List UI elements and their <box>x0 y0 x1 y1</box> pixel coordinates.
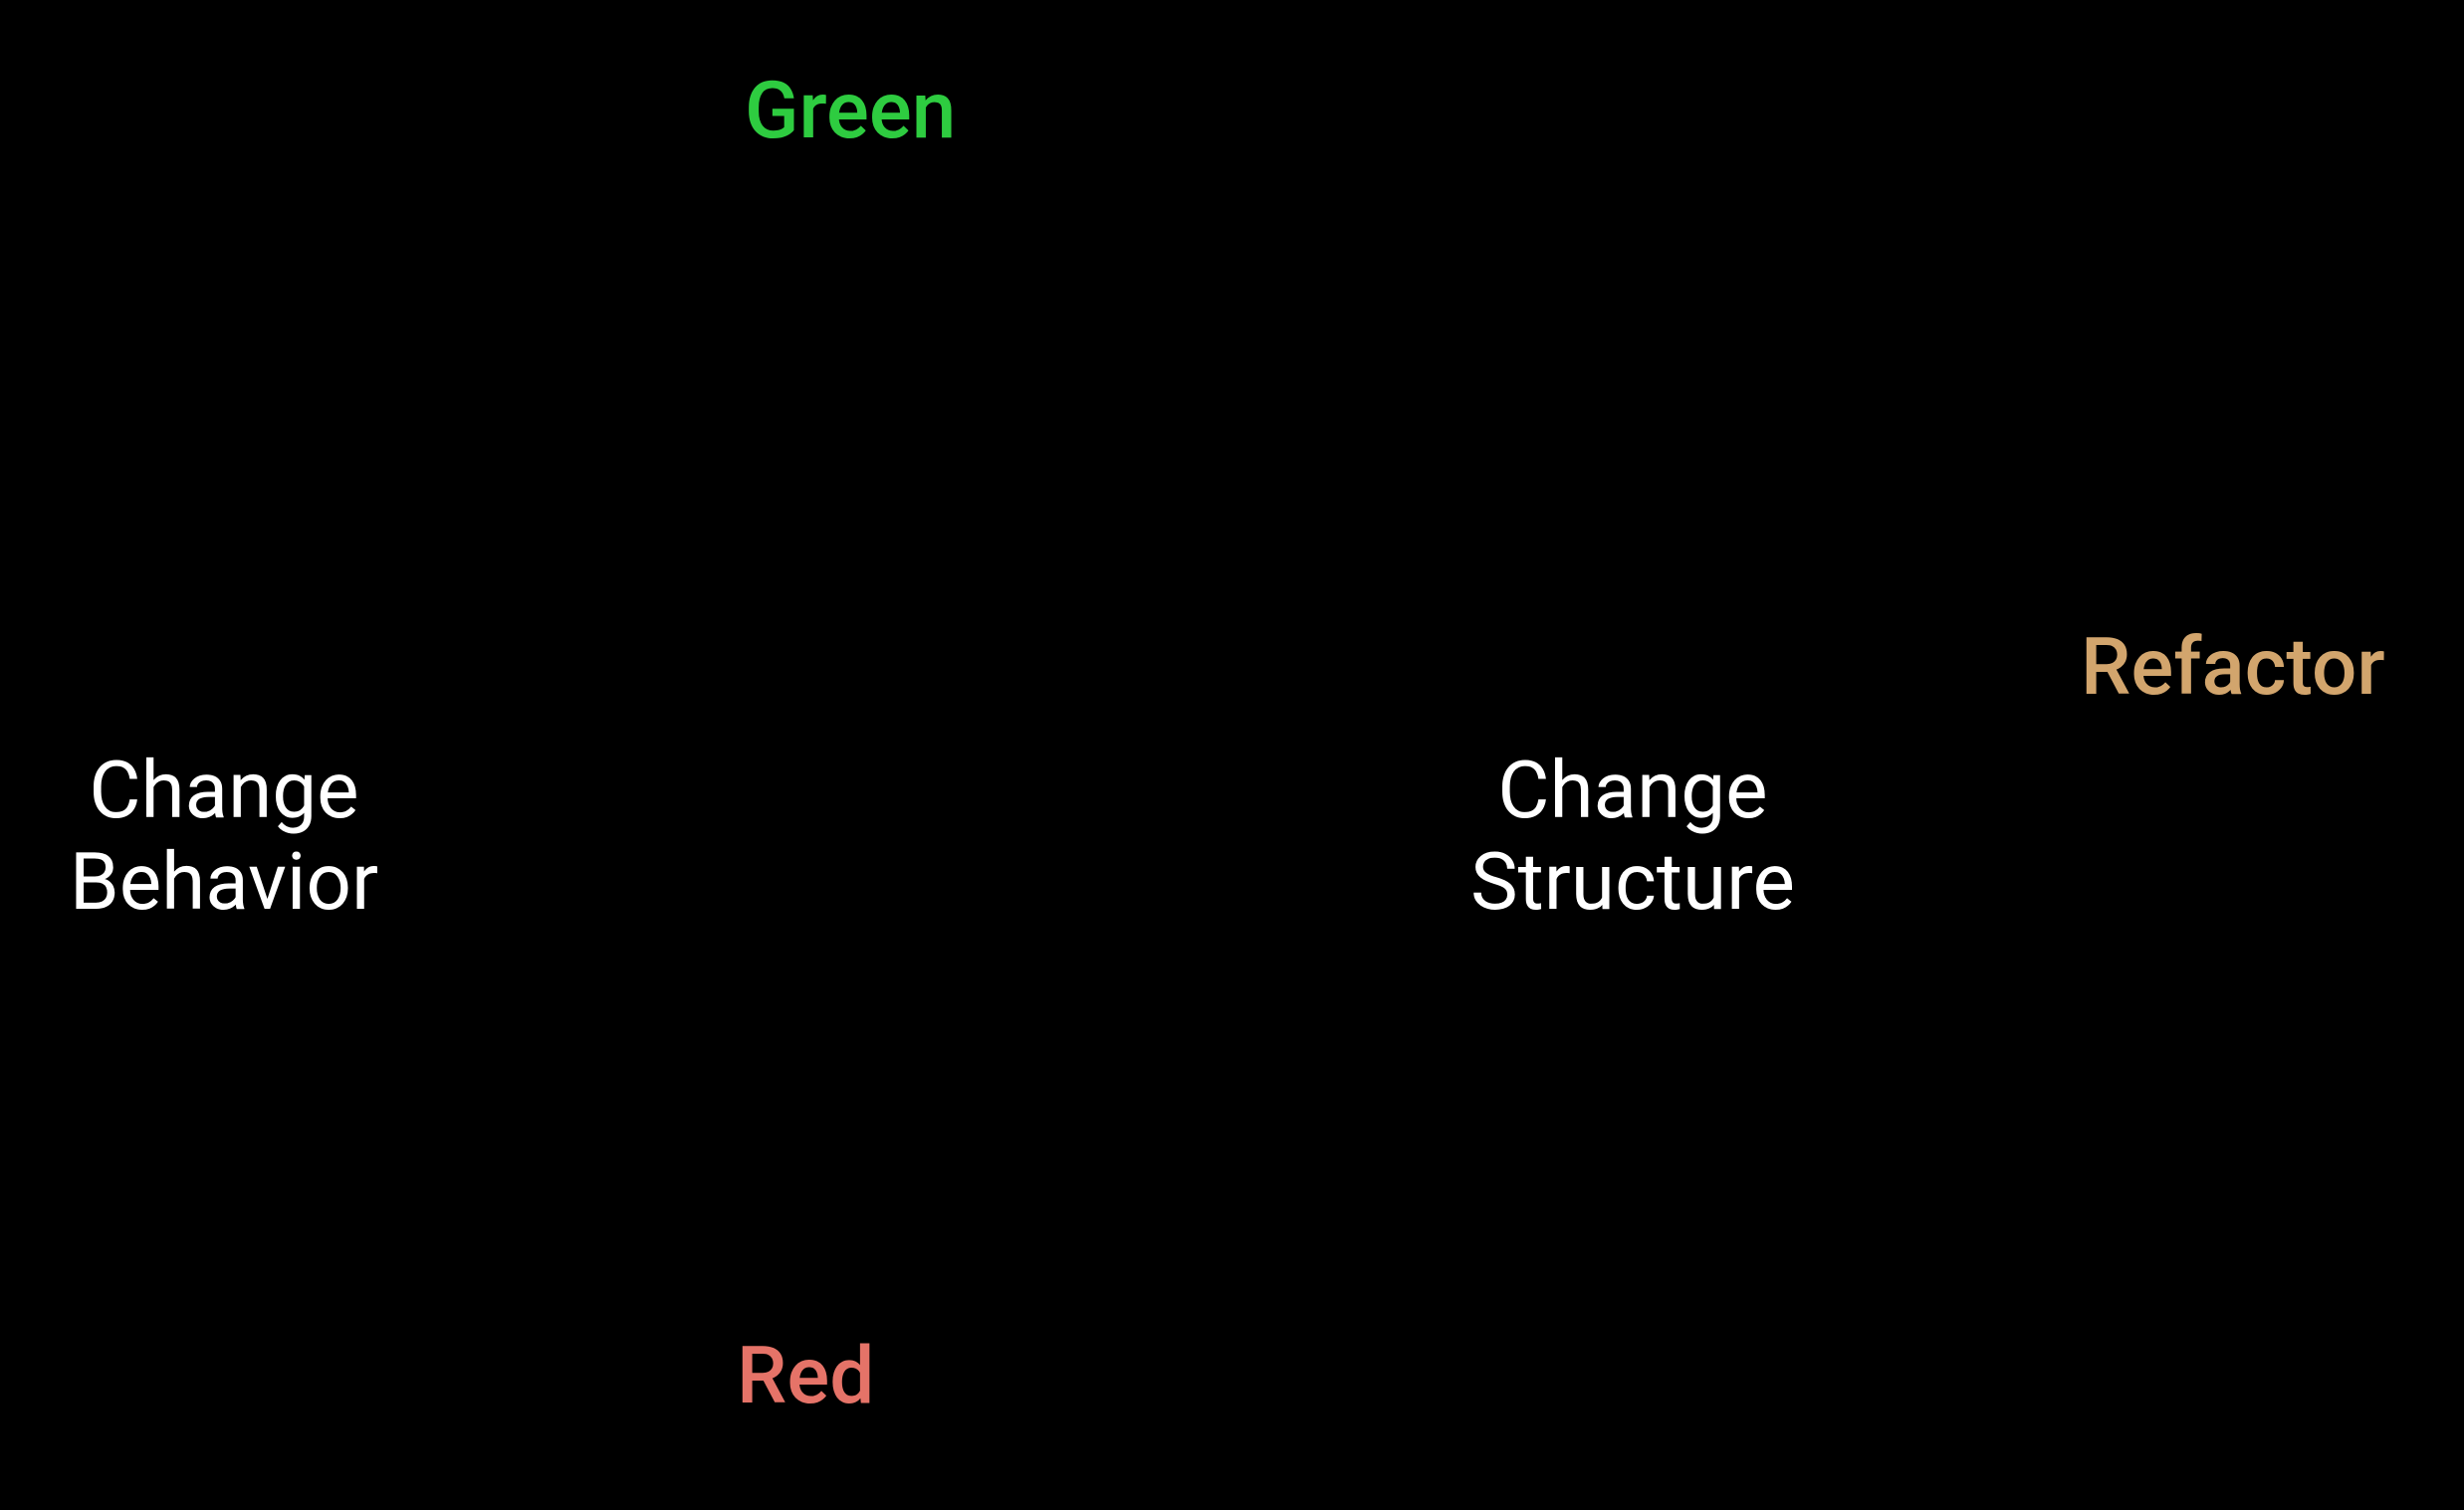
change-behavior-label: Change Behavior <box>70 745 378 928</box>
green-label: Green <box>745 65 956 156</box>
change-structure-label: Change Structure <box>1470 745 1795 928</box>
diagram-canvas: Green Red Refactor Change Behavior Chang… <box>0 0 2464 1510</box>
refactor-label: Refactor <box>2081 621 2385 713</box>
red-label: Red <box>737 1330 874 1421</box>
